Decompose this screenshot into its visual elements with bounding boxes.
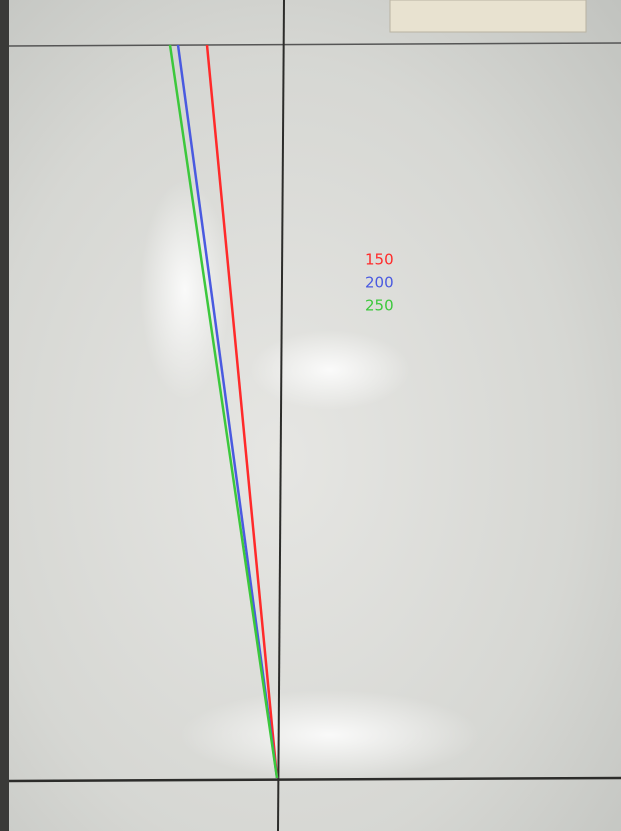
left-edge — [0, 0, 9, 831]
legend-label: 150 — [365, 251, 394, 269]
legend-label: 200 — [365, 274, 394, 292]
photo: 150 200 250 — [0, 0, 621, 831]
glare — [250, 330, 410, 410]
box — [390, 0, 586, 32]
page: {"legend": [ {"label": "150", "color": "… — [0, 0, 621, 831]
legend-label: 250 — [365, 297, 394, 315]
glare — [180, 690, 480, 780]
